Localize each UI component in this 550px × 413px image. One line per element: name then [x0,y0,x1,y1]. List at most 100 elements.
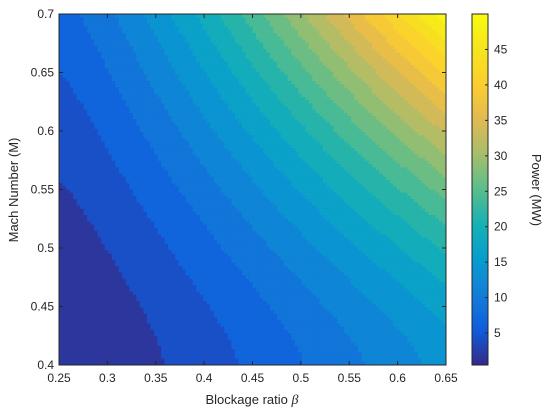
contour-cell [125,160,130,165]
contour-cell [143,68,148,73]
contour-cell [108,192,113,197]
contour-cell [129,202,134,207]
contour-cell [157,151,162,155]
contour-cell [150,65,155,69]
contour-cell [80,138,85,143]
contour-cell [125,132,130,136]
contour-cell [80,253,85,258]
contour-cell [97,230,102,235]
contour-cell [153,167,159,171]
contour-cell [104,304,109,309]
contour-cell [69,288,74,293]
contour-cell [90,215,95,219]
contour-cell [115,310,120,315]
contour-cell [182,259,187,264]
contour-cell [83,128,88,133]
contour-cell [80,250,85,254]
contour-cell [83,288,88,293]
contour-cell [178,227,183,232]
contour-cell [118,329,123,334]
contour-cell [132,58,137,63]
contour-cell [80,230,85,235]
contour-cell [182,100,187,104]
contour-cell [161,138,166,143]
contour-cell [129,352,134,357]
contour-cell [97,240,102,245]
contour-cell [76,205,81,210]
contour-cell [97,250,102,254]
contour-cell [161,17,166,21]
contour-cell [168,33,173,37]
contour-cell [178,157,183,162]
contour-cell [97,307,102,312]
contour-cell [87,317,92,321]
contour-cell [90,307,95,312]
contour-cell [66,81,71,85]
contour-cell [115,282,120,286]
contour-cell [115,218,120,223]
contour-cell [196,122,201,127]
contour-cell [101,132,106,136]
contour-cell [185,192,190,197]
contour-cell [118,45,123,50]
contour-cell [118,234,123,238]
contour-cell [125,224,130,229]
contour-cell [178,49,183,53]
contour-cell [168,250,173,254]
contour-cell [189,202,194,207]
contour-cell [171,211,176,216]
contour-cell [132,55,137,60]
contour-cell [76,192,81,197]
contour-cell [108,52,113,57]
contour-cell [122,230,127,235]
contour-cell [111,243,116,248]
contour-cell [178,243,183,248]
contour-cell [69,141,74,146]
contour-cell [161,243,166,248]
contour-cell [129,58,134,63]
contour-cell [175,291,180,296]
contour-cell [104,81,109,85]
contour-cell [80,179,85,184]
contour-cell [59,218,64,223]
contour-cell [108,103,113,108]
contour-cell [97,68,102,73]
contour-cell [192,269,197,274]
contour-cell [132,144,137,149]
contour-cell [59,323,64,328]
contour-cell [185,52,190,57]
contour-cell [83,269,88,274]
contour-cell [94,14,99,18]
contour-cell [94,106,99,111]
contour-cell [125,186,130,191]
contour-cell [66,151,71,155]
contour-cell [83,84,88,88]
contour-cell [182,215,187,219]
contour-cell [168,17,173,21]
contour-cell [129,266,134,270]
contour-cell [143,333,148,337]
contour-cell [146,112,152,117]
contour-cell [171,103,176,108]
contour-cell [125,36,130,41]
contour-cell [87,36,92,41]
contour-cell [66,195,71,200]
contour-cell [115,307,120,312]
contour-cell [104,68,109,73]
contour-cell [196,125,201,130]
contour-cell [164,189,169,194]
contour-cell [90,103,95,108]
contour-cell [122,138,127,143]
contour-cell [146,157,152,162]
contour-cell [62,148,67,152]
contour-cell [115,14,120,18]
contour-cell [196,109,201,114]
contour-cell [182,106,187,111]
contour-cell [87,96,92,101]
contour-cell [143,119,148,124]
contour-cell [157,68,162,73]
contour-cell [182,157,187,162]
contour-cell [108,230,113,235]
contour-cell [62,58,67,63]
contour-cell [185,17,190,21]
